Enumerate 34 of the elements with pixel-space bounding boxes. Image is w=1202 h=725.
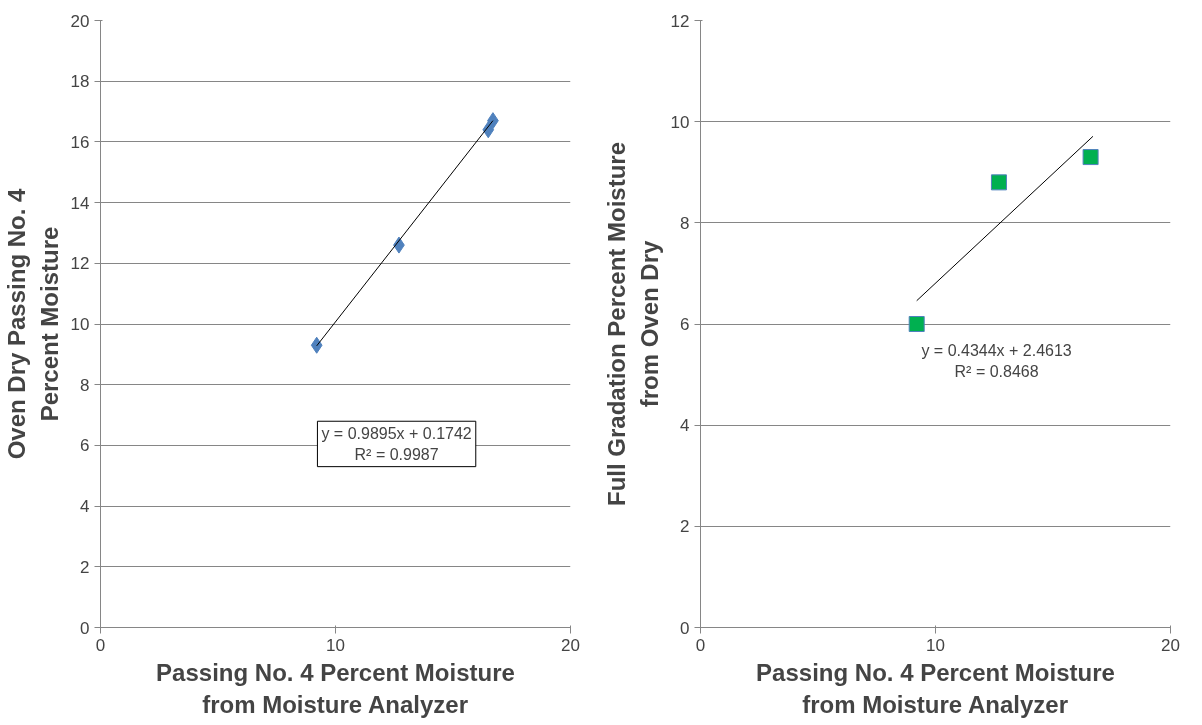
y-tick-label: 2 xyxy=(80,557,90,577)
y-tick-label: 6 xyxy=(680,315,690,334)
y-tick-label: 4 xyxy=(680,416,690,436)
y-tick-label: 16 xyxy=(70,132,90,152)
y-tick-label: 14 xyxy=(70,193,90,213)
point xyxy=(908,316,925,332)
point xyxy=(990,174,1007,191)
y-axis-title: Full Gradation Percent Moisture from Oven Dry xyxy=(603,141,663,507)
y-tick-label: 6 xyxy=(80,436,90,456)
x-axis-title: Passing No. 4 Percent Moisture from Moisture Analyzer xyxy=(756,658,1115,718)
y-tick-label: 12 xyxy=(70,254,90,274)
annotation: y = 0.9895x + 0.1742 R² = 0.9987 xyxy=(321,425,472,463)
x-tick-label: 20 xyxy=(1161,635,1180,655)
y-tick-label: 0 xyxy=(680,618,690,638)
x-tick-label: 10 xyxy=(326,635,345,655)
point xyxy=(1082,149,1099,166)
y-tick-label: 20 xyxy=(70,11,90,31)
annotation: y = 0.4344x + 2.4613 R² = 0.8468 xyxy=(921,342,1072,380)
y-axis-title: Oven Dry Passing No. 4 Percent Moisture xyxy=(3,187,63,460)
y-tick-label: 2 xyxy=(680,517,690,537)
y-tick-label: 12 xyxy=(670,11,690,31)
x-tick-label: 0 xyxy=(695,635,706,655)
x-tick-label: 10 xyxy=(926,635,945,655)
x-tick-label: 0 xyxy=(95,635,106,655)
y-tick-label: 10 xyxy=(670,112,690,132)
y-tick-label: 8 xyxy=(80,375,90,395)
point xyxy=(310,336,323,354)
y-tick-label: 8 xyxy=(680,213,690,233)
y-tick-label: 18 xyxy=(70,72,90,92)
x-axis-title: Passing No. 4 Percent Moisture from Moisture Analyzer xyxy=(156,658,515,718)
y-tick-label: 4 xyxy=(80,497,90,517)
y-tick-label: 10 xyxy=(70,315,90,334)
x-tick-label: 20 xyxy=(561,635,580,655)
y-tick-label: 0 xyxy=(80,618,90,638)
